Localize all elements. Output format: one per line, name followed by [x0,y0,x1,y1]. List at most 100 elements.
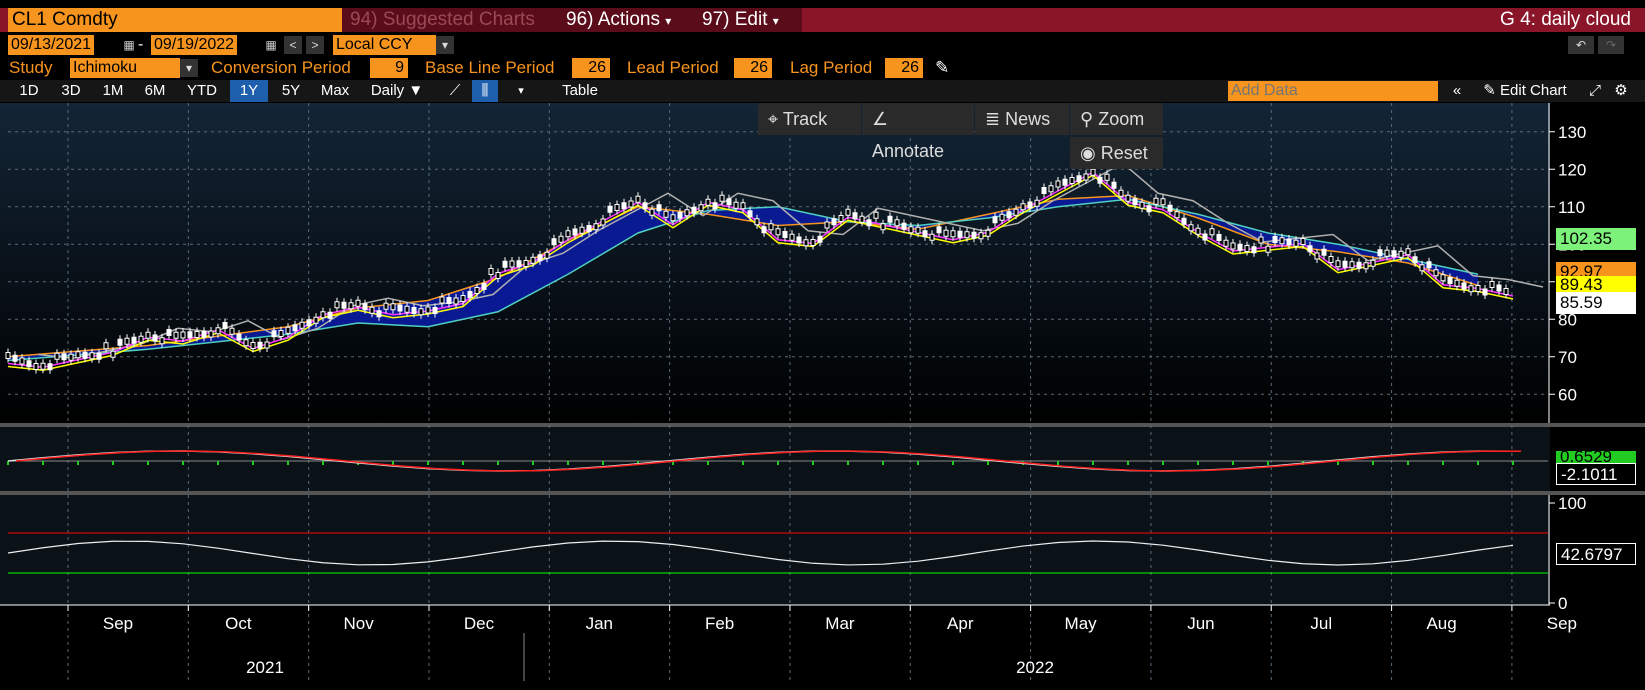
x-tick-label: Jan [586,614,613,633]
macd-histogram-bar [1337,461,1339,465]
currency-select[interactable]: Local CCY [333,35,436,55]
candle-body [845,208,851,216]
candle-body [1027,201,1033,209]
zoom-button[interactable]: ⚲ Zoom [1070,103,1163,135]
candle-body [208,330,214,338]
candle-body [1321,248,1327,256]
macd-histogram-bar [1512,461,1514,465]
study-select[interactable]: Ichimoku [70,58,180,78]
candle-body [992,216,998,224]
ichimoku-chart[interactable]: 607080901001101201300100 SepOctNovDecJan… [0,103,1645,685]
candle-body [1405,248,1411,256]
macd-histogram-bar [1442,461,1444,465]
candle-body [1412,256,1418,264]
calendar-icon[interactable]: ▦ [120,36,138,54]
suggested-charts-button[interactable]: 94) Suggested Charts [342,8,560,32]
expand-icon[interactable]: ⤢ [1588,82,1601,99]
x-tick-label: May [1065,614,1098,633]
macd-histogram-bar [217,461,219,465]
next-arrow-icon[interactable]: > [306,36,324,54]
line-chart-icon[interactable]: ⟋ [449,82,461,99]
range-max-button[interactable]: Max [320,82,350,99]
rsi-panel [7,532,1548,574]
prev-arrow-icon[interactable]: < [284,36,302,54]
candle-body [516,260,522,268]
gear-icon[interactable]: ⚙ [1614,82,1628,99]
candle-body [1307,245,1313,253]
study-label: Study [9,58,53,77]
candle-body [313,316,319,324]
candle-body [859,215,865,223]
chevron-down-icon[interactable]: ▾ [180,59,198,77]
range-5y-button[interactable]: 5Y [281,82,301,99]
chevron-down-icon[interactable]: ▾ [518,85,524,97]
start-date-input[interactable]: 09/13/2021 [8,35,95,55]
double-chevron-left-icon[interactable]: « [1452,82,1462,99]
table-button[interactable]: Table [562,82,598,99]
macd-histogram-bar [1232,461,1234,465]
candle-body [173,331,179,339]
range-1m-button[interactable]: 1M [102,82,124,99]
actions-button[interactable]: 96) Actions ▾ [558,8,700,32]
range-ytd-button[interactable]: YTD [187,82,217,99]
conversion-period-input[interactable]: 9 [370,58,408,78]
candle-body [1188,224,1194,232]
candle-body [89,352,95,360]
add-data-input[interactable] [1228,81,1438,101]
candle-body [467,291,473,298]
range-6m-button[interactable]: 6M [144,82,166,99]
y-tick-label: 120 [1558,160,1586,179]
candle-body [1468,285,1474,293]
pencil-icon[interactable]: ✎ [935,58,950,77]
lead-period-input[interactable]: 26 [734,58,772,78]
macd-histogram-bar [497,461,499,465]
candle-body [880,223,886,231]
macd-histogram-bar [1407,461,1409,465]
range-1d-button[interactable]: 1D [19,82,39,99]
candle-body [1454,279,1460,287]
candle-body [530,256,536,264]
edit-chart-button[interactable]: ✎ Edit Chart [1470,80,1580,102]
candle-body [1118,189,1124,197]
candle-body [1335,260,1341,268]
macd-histogram-bar [252,461,254,465]
candle-body [1174,211,1180,219]
range-3d-button[interactable]: 3D [61,82,81,99]
candle-body [131,336,137,344]
x-tick-label: Jul [1310,614,1332,633]
lag-period-input[interactable]: 26 [885,58,923,78]
candle-body [1167,204,1173,212]
range-1y-button[interactable]: 1Y [230,80,268,102]
candle-body [47,363,53,371]
chart-area[interactable]: 607080901001101201300100 SepOctNovDecJan… [0,103,1645,685]
candle-body [481,283,487,290]
base-line-period-input[interactable]: 26 [572,58,610,78]
calendar-icon[interactable]: ▦ [262,36,280,54]
candle-body [33,363,39,370]
security-input[interactable]: CL1 Comdty [8,8,342,32]
candle-body [712,202,718,210]
end-date-input[interactable]: 09/19/2022 [151,35,238,55]
candle-body [740,202,746,210]
zoom-label: Zoom [1098,109,1145,129]
chevron-down-icon[interactable]: ▾ [436,36,454,54]
candle-body [635,195,641,203]
cloud-area [8,195,1478,361]
candle-chart-icon[interactable]: ⫼ [472,80,498,102]
candle-body [474,287,480,294]
candle-body [1111,181,1117,189]
edit-button[interactable]: 97) Edit ▾ [696,8,802,32]
news-button[interactable]: ≣ News [975,103,1069,135]
candle-body [1426,261,1432,269]
annotate-button[interactable]: ∠ Annotate [862,103,974,161]
reset-button[interactable]: ◉ Reset [1070,137,1163,169]
frequency-dropdown[interactable]: Daily ▼ [362,80,432,102]
candle-body [1503,288,1509,295]
undo-icon[interactable]: ↶ [1568,36,1594,54]
candle-body [1153,197,1159,205]
candle-body [460,295,466,302]
candle-body [299,321,305,329]
redo-icon[interactable]: ↷ [1598,36,1624,54]
track-button[interactable]: ⌖ Track [758,103,861,135]
candle-body [1230,242,1236,250]
